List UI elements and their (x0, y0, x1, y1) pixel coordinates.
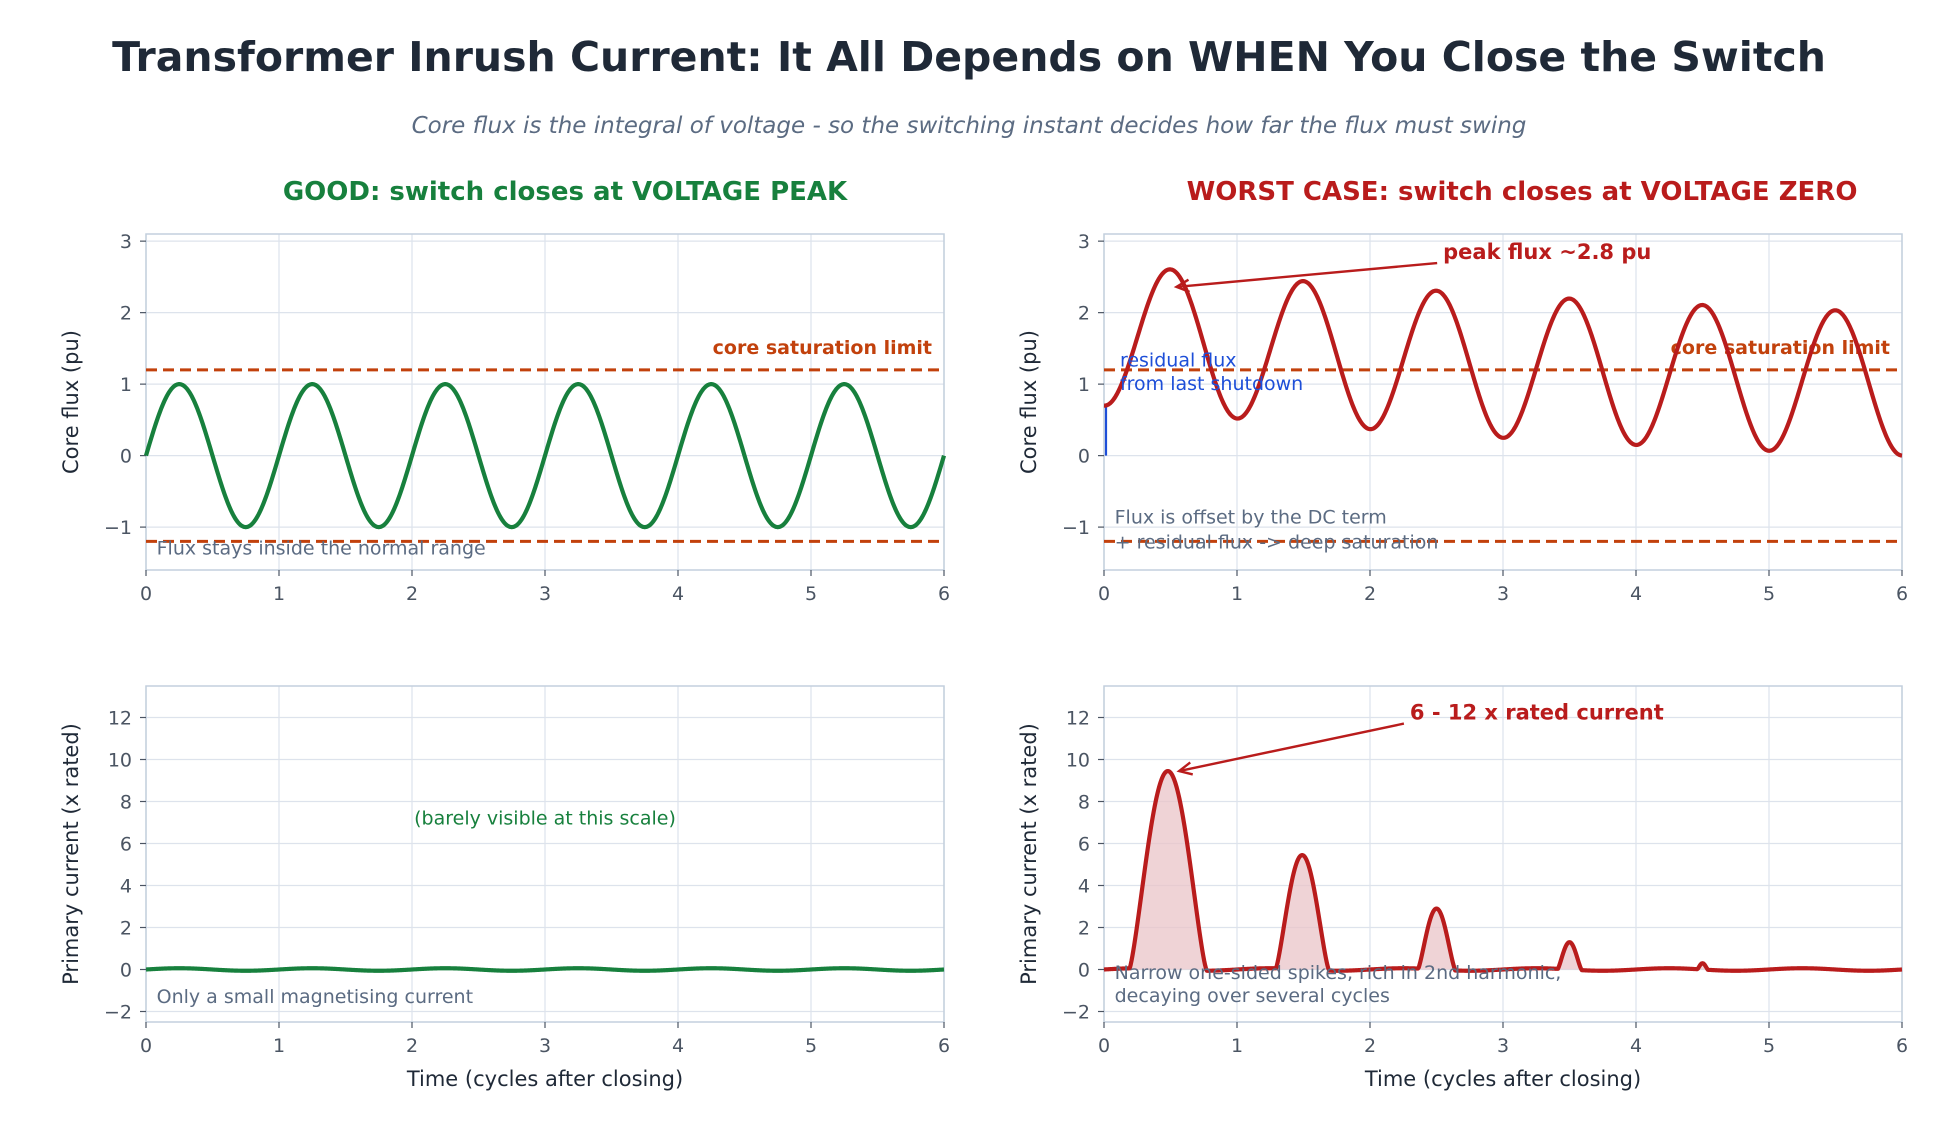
page-title: Transformer Inrush Current: It All Depen… (112, 33, 1826, 81)
y-tick-label: 2 (120, 918, 132, 940)
annotation-text: + residual flux -> deep saturation (1115, 532, 1439, 554)
x-tick-label: 0 (140, 1035, 152, 1057)
y-tick-label: 1 (120, 374, 132, 396)
x-tick-label: 5 (1763, 583, 1775, 605)
y-axis-label: Primary current (x rated) (59, 723, 83, 985)
spike-area-fill (1129, 771, 1207, 970)
x-axis-label: Time (cycles after closing) (1364, 1067, 1641, 1091)
annotation-text: Only a small magnetising current (157, 986, 473, 1008)
annotation-text: peak flux ~2.8 pu (1443, 240, 1651, 264)
annotation-text: residual flux (1120, 349, 1237, 371)
x-tick-label: 6 (1896, 1035, 1908, 1057)
x-tick-label: 2 (406, 583, 418, 605)
x-tick-label: 3 (539, 1035, 551, 1057)
chart-panel-good-flux: GOOD: switch closes at VOLTAGE PEAK 0 1 2 3 4… (59, 177, 950, 605)
y-tick-label: 2 (1078, 303, 1090, 325)
x-tick-label: 2 (1364, 1035, 1376, 1057)
y-tick-label: 4 (1078, 876, 1090, 898)
y-tick-label: 8 (1078, 792, 1090, 814)
x-tick-label: 0 (1098, 1035, 1110, 1057)
x-tick-label: 3 (539, 583, 551, 605)
x-tick-label: 2 (1364, 583, 1376, 605)
annotation-arrow-head (1173, 278, 1191, 293)
series-line-0 (1102, 267, 1904, 458)
panel-title: WORST CASE: switch closes at VOLTAGE ZER… (1187, 177, 1858, 207)
y-tick-label: 0 (120, 960, 132, 982)
spike-area-fill (1275, 855, 1329, 970)
x-tick-label: 4 (1630, 1035, 1642, 1057)
x-tick-label: 4 (1630, 583, 1642, 605)
y-tick-label: 8 (120, 792, 132, 814)
y-tick-label: 0 (1078, 446, 1090, 468)
x-tick-label: 1 (1231, 583, 1243, 605)
saturation-limit-label: core saturation limit (713, 337, 932, 359)
y-tick-label: 2 (120, 303, 132, 325)
y-tick-label: 0 (120, 446, 132, 468)
y-tick-label: 2 (1078, 918, 1090, 940)
annotation-text: 6 - 12 x rated current (1410, 701, 1664, 725)
x-tick-label: 6 (938, 1035, 950, 1057)
x-axis-label: Time (cycles after closing) (406, 1067, 683, 1091)
x-tick-label: 6 (938, 583, 950, 605)
x-tick-label: 0 (1098, 583, 1110, 605)
y-tick-label: 10 (108, 750, 132, 772)
annotation-arrow-line (1176, 261, 1438, 289)
x-tick-label: 2 (406, 1035, 418, 1057)
y-tick-label: 3 (1078, 231, 1090, 253)
y-tick-label: 3 (120, 231, 132, 253)
y-tick-label: −2 (1062, 1002, 1090, 1024)
annotation-arrow-line (1178, 722, 1405, 773)
page-subtitle: Core flux is the integral of voltage - s… (411, 113, 1527, 139)
series-line-0 (1102, 768, 1904, 973)
x-tick-label: 1 (1231, 1035, 1243, 1057)
y-tick-label: 4 (120, 876, 132, 898)
series-line-0 (143, 382, 947, 530)
x-tick-label: 3 (1497, 1035, 1509, 1057)
y-tick-label: 12 (1066, 708, 1090, 730)
x-tick-label: 4 (672, 583, 684, 605)
x-tick-label: 5 (805, 1035, 817, 1057)
x-tick-label: 5 (805, 583, 817, 605)
y-tick-label: −1 (1062, 517, 1090, 539)
y-axis-label: Core flux (pu) (1017, 330, 1041, 474)
y-axis-label: Core flux (pu) (59, 330, 83, 474)
y-tick-label: −1 (104, 517, 132, 539)
chart-panel-bad-flux: WORST CASE: switch closes at VOLTAGE ZER… (1017, 177, 1908, 605)
annotation-text: (barely visible at this scale) (414, 808, 676, 830)
annotation-text: Narrow one-sided spikes, rich in 2nd har… (1115, 962, 1562, 984)
x-tick-label: 6 (1896, 583, 1908, 605)
spike-area-fill (1557, 942, 1582, 970)
y-tick-label: 1 (1078, 374, 1090, 396)
y-tick-label: 0 (1078, 960, 1090, 982)
panel-title: GOOD: switch closes at VOLTAGE PEAK (283, 177, 848, 207)
annotation-text: decaying over several cycles (1115, 985, 1390, 1007)
x-tick-label: 5 (1763, 1035, 1775, 1057)
x-tick-label: 0 (140, 583, 152, 605)
annotation-arrow-head (1176, 761, 1194, 776)
annotation-text: Flux is offset by the DC term (1115, 507, 1387, 529)
x-tick-label: 3 (1497, 583, 1509, 605)
spike-area-fill (1417, 908, 1456, 970)
y-tick-label: 12 (108, 708, 132, 730)
y-tick-label: −2 (104, 1002, 132, 1024)
y-tick-label: 6 (120, 834, 132, 856)
y-tick-label: 6 (1078, 834, 1090, 856)
y-tick-label: 10 (1066, 750, 1090, 772)
series-line-0 (144, 966, 946, 973)
annotation-text: Flux stays inside the normal range (157, 537, 486, 559)
x-tick-label: 1 (273, 1035, 285, 1057)
x-tick-label: 1 (273, 583, 285, 605)
x-tick-label: 4 (672, 1035, 684, 1057)
annotation-text: from last shutdown (1120, 373, 1303, 395)
y-axis-label: Primary current (x rated) (1017, 723, 1041, 985)
